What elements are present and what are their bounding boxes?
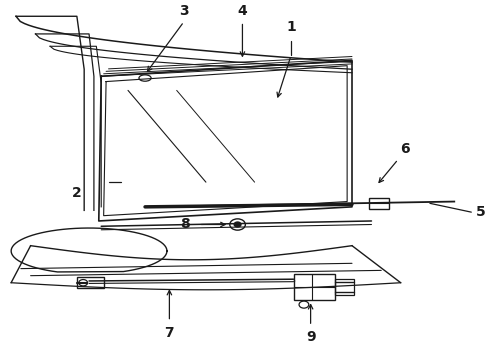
Bar bbox=[369, 198, 389, 208]
Text: 3: 3 bbox=[179, 4, 189, 18]
Bar bbox=[77, 278, 104, 288]
Text: 2: 2 bbox=[72, 186, 82, 200]
Circle shape bbox=[234, 222, 241, 227]
Text: 9: 9 bbox=[306, 330, 316, 345]
Text: 1: 1 bbox=[286, 20, 296, 34]
Text: 4: 4 bbox=[238, 4, 247, 18]
Text: 7: 7 bbox=[165, 326, 174, 340]
Text: 6: 6 bbox=[400, 142, 409, 156]
Text: 8: 8 bbox=[181, 217, 190, 231]
Text: 5: 5 bbox=[476, 205, 486, 219]
Bar bbox=[294, 274, 335, 300]
Bar bbox=[335, 279, 354, 295]
